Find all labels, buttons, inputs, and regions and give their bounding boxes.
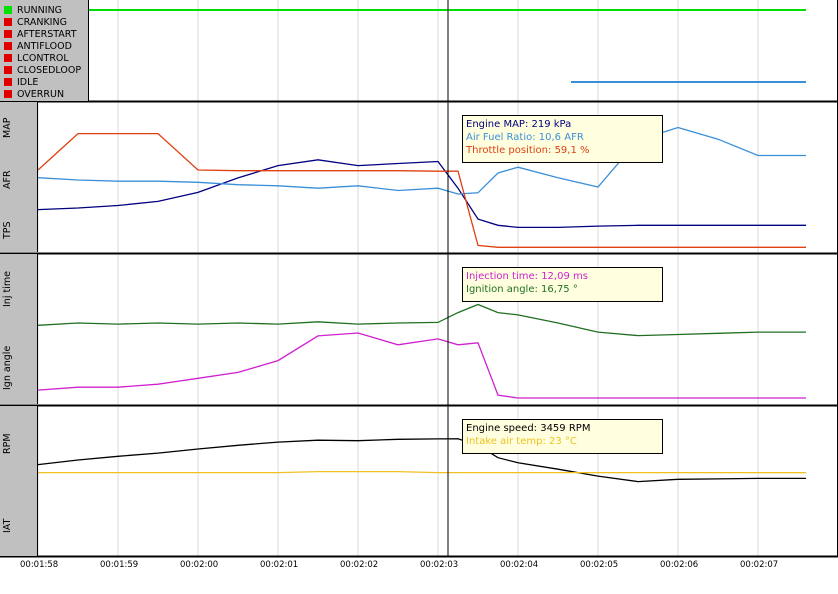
panel-axis-strip-engine: MAP AFR TPS [0,102,38,252]
time-tick-label: 00:02:07 [740,560,779,570]
series-line-injection-time [37,332,806,399]
status-flag-running: RUNNING [4,5,62,17]
series-line-throttle-position [37,132,806,248]
tooltip-injection-panel: Injection time: 12,09 ms Ignition angle:… [462,267,663,302]
tooltip-engine-map: Engine MAP: 219 kPa [466,119,572,130]
series-line-ignition-angle [37,303,806,337]
status-indicator-icon [4,78,12,86]
tooltip-intake-air-temp: Intake air temp: 23 °C [466,436,577,447]
status-flag-cranking: CRANKING [4,17,67,29]
status-indicator-icon [4,6,12,14]
status-flag-label: CLOSEDLOOP [17,65,82,76]
time-tick-label: 00:02:06 [660,560,699,570]
status-flag-label: ANTIFLOOD [17,41,72,52]
axis-label-map: MAP [2,117,13,139]
time-tick-label: 00:01:58 [20,560,59,570]
time-tick-label: 00:02:01 [260,560,299,570]
series-line-intake-air-temp [38,470,806,474]
status-flag-idle: IDLE [4,77,38,89]
status-indicator-icon [4,66,12,74]
time-tick-label: 00:02:05 [580,560,619,570]
status-flag-lcontrol: LCONTROL [4,53,69,65]
status-flag-label: AFTERSTART [17,29,77,40]
axis-label-tps: TPS [2,221,13,239]
axis-label-ign-angle: Ign angle [2,345,13,391]
status-flag-closedloop: CLOSEDLOOP [4,65,81,77]
tooltip-afr: Air Fuel Ratio: 10,6 AFR [466,132,584,143]
tooltip-injection-time: Injection time: 12,09 ms [466,271,588,282]
status-flag-label: IDLE [17,77,39,88]
time-tick-label: 00:02:03 [420,560,459,570]
status-indicator-icon [4,18,12,26]
panel-axis-strip-injection: Inj time Ign angle [0,254,38,404]
tooltip-throttle-position: Throttle position: 59,1 % [466,145,590,156]
status-flag-overrun: OVERRUN [4,89,64,101]
status-indicator-icon [4,90,12,98]
status-flag-label: LCONTROL [17,53,69,64]
time-tick-label: 00:02:02 [340,560,379,570]
axis-label-afr: AFR [2,170,13,190]
time-tick-label: 00:02:00 [180,560,219,570]
axis-label-iat: IAT [2,518,13,534]
series-line-engine-map [37,159,806,229]
panel-axis-strip-speed: RPM IAT [0,406,38,556]
axis-label-rpm: RPM [2,433,13,455]
status-flag-label: RUNNING [17,5,63,16]
axis-label-inj-time: Inj time [2,271,13,307]
status-flags-panel: RUNNING CRANKING AFTERSTART ANTIFLOOD LCONTR… [0,0,89,102]
time-tick-label: 00:02:04 [500,560,539,570]
status-flag-label: CRANKING [17,17,67,28]
series-line-air-fuel-ratio [37,126,806,195]
tooltip-speed-panel: Engine speed: 3459 RPM Intake air temp: … [462,419,663,454]
status-indicator-icon [4,42,12,50]
status-indicator-icon [4,30,12,38]
tooltip-engine-panel: Engine MAP: 219 kPa Air Fuel Ratio: 10,6… [462,115,663,163]
status-indicator-icon [4,54,12,62]
status-flag-antiflood: ANTIFLOOD [4,41,72,53]
tooltip-engine-speed: Engine speed: 3459 RPM [466,423,591,434]
time-tick-label: 00:01:59 [100,560,139,570]
tooltip-ignition-angle: Ignition angle: 16,75 ° [466,284,578,295]
series-line-engine-speed [37,438,806,483]
status-flag-label: OVERRUN [17,89,65,100]
status-flag-afterstart: AFTERSTART [4,29,77,41]
